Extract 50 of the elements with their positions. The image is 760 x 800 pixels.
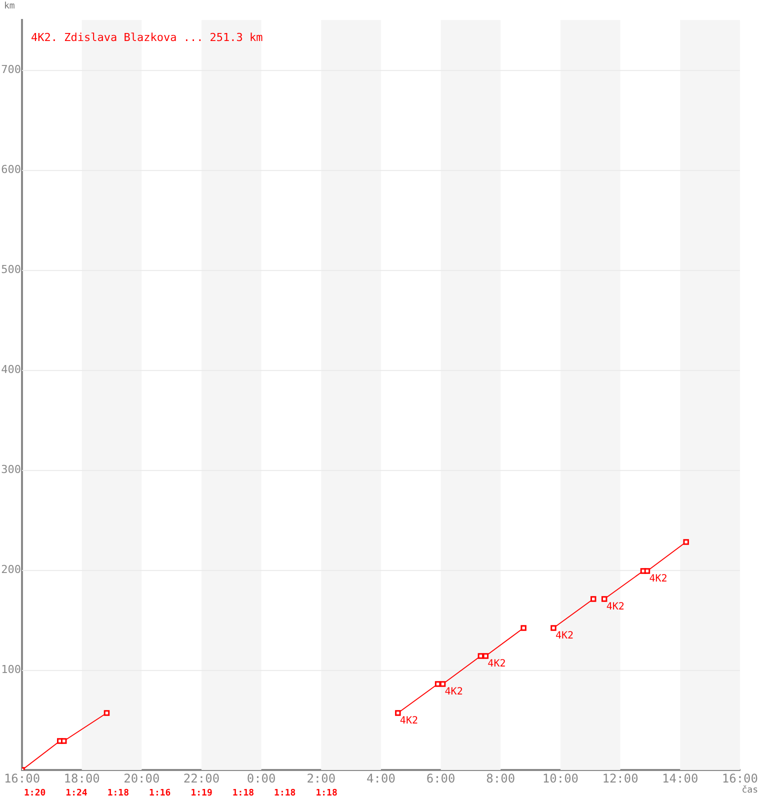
x-tick-label: 14:00 (662, 771, 698, 786)
y-axis-title: km (4, 1, 15, 12)
y-tick-label: 300 (1, 462, 21, 476)
text: 4K2. Zdislava Blazkova ... 251.3 km (31, 30, 264, 44)
x-axis-title: čas (742, 784, 758, 796)
point (61, 738, 67, 744)
annotation: 4K2 (649, 574, 668, 585)
text: 1:19 (190, 788, 212, 798)
x-tick-label: 0:00 (246, 771, 276, 786)
point (590, 596, 596, 602)
point (482, 653, 489, 659)
x-tick-label: 2:00 (306, 771, 336, 786)
y-tick-label: 700 (1, 62, 21, 76)
point (683, 539, 689, 545)
point (550, 625, 556, 631)
text: 1:24 (66, 788, 88, 798)
x-tick-label: 8:00 (486, 771, 516, 786)
text: 1:20 (24, 788, 46, 798)
annotation: 4K2 (400, 716, 418, 727)
y-tick-label: 600 (1, 162, 21, 176)
point (440, 681, 446, 687)
point (644, 568, 650, 574)
x-tick-label: 4:00 (366, 771, 396, 786)
x-tick-label: 22:00 (183, 771, 220, 786)
y-tick-label: 100 (1, 662, 21, 676)
text: 1:16 (149, 788, 171, 798)
point (520, 625, 526, 631)
text: 1:18 (232, 788, 254, 798)
annotation: 4K2 (606, 602, 624, 613)
y-tick-label: 400 (1, 362, 21, 376)
annotation: 4K2 (488, 658, 506, 670)
point (434, 681, 441, 687)
annotation: 4K2 (555, 630, 574, 642)
point (104, 710, 110, 716)
point (478, 653, 484, 659)
x-tick-label: 6:00 (426, 771, 456, 786)
point (395, 710, 401, 716)
annotation: 4K2 (444, 686, 463, 698)
x-tick-label: 10:00 (542, 771, 579, 786)
y-tick-label: 500 (1, 262, 21, 276)
x-tick-label: 18:00 (64, 771, 100, 786)
text: 1:18 (316, 788, 338, 798)
point (601, 596, 608, 602)
x-tick-label: 12:00 (602, 771, 638, 786)
y-tick-label: 200 (1, 562, 21, 576)
x-tick-label: 16:00 (4, 771, 40, 786)
text: 1:18 (107, 788, 130, 798)
x-tick-label: 16:00 (722, 771, 758, 786)
text: 1:18 (274, 788, 296, 798)
x-tick-label: 20:00 (124, 771, 160, 786)
